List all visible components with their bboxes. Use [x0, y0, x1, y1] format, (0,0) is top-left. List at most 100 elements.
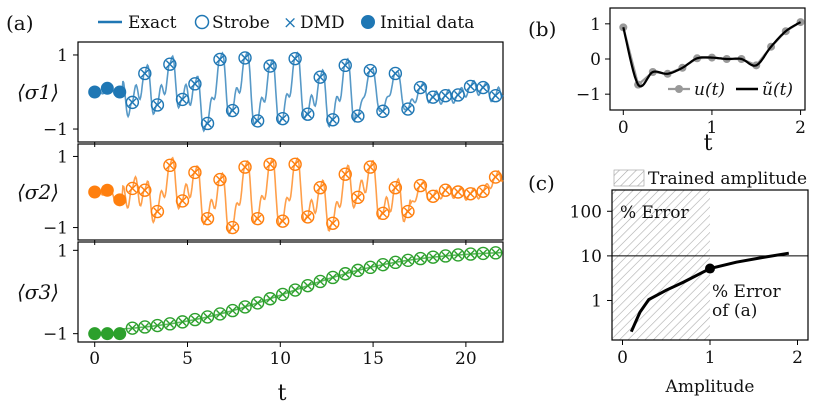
- strobe-point-x2: [291, 285, 300, 295]
- initial-point: [113, 327, 127, 341]
- strobe-point-x2: [378, 260, 388, 269]
- strobe-point-circle: [163, 317, 177, 331]
- strobe-point: [363, 63, 378, 78]
- strobe-point: [238, 51, 252, 65]
- strobe-point-circle: [276, 111, 290, 126]
- strobe-point: [200, 116, 215, 131]
- strobe-point-x2: [378, 209, 388, 218]
- legend-strobe-label: Strobe: [212, 13, 270, 33]
- initial-point: [88, 327, 102, 341]
- strobe-point-x2: [491, 248, 500, 257]
- strobe-point-circle: [401, 102, 415, 116]
- strobe-point-circle: [150, 98, 165, 112]
- strobe-point: [213, 52, 227, 67]
- strobe-point-x2: [378, 107, 388, 116]
- frame-sigma1: [77, 41, 504, 143]
- strobe-point-x2: [479, 83, 488, 92]
- strobe-point: [263, 157, 277, 171]
- strobe-point-circle: [200, 116, 215, 131]
- strobe-point-circle: [338, 267, 353, 281]
- error-label: % Error: [620, 203, 689, 223]
- strobe-point-x2: [491, 172, 500, 182]
- strobe-point-x2: [215, 309, 225, 319]
- strobe-point: [326, 113, 340, 127]
- strobe-point: [413, 178, 428, 193]
- strobe-point-circle: [338, 58, 352, 73]
- strobe-point-circle: [301, 107, 315, 121]
- strobe-point: [476, 184, 490, 198]
- strobe-point-circle: [125, 95, 140, 110]
- strobe-point-circle: [175, 92, 190, 107]
- strobe-point-circle: [376, 206, 390, 221]
- strobe-point-x2: [479, 249, 488, 258]
- strobe-point-x2: [228, 223, 237, 232]
- strobe-point-circle: [438, 183, 453, 197]
- strobe-point: [426, 189, 440, 203]
- strobe-point-circle: [288, 157, 302, 171]
- x-axis-label-a: t: [278, 381, 287, 406]
- subplot-sigma1: 1 −1 ⟨σ1⟩: [17, 41, 504, 147]
- strobe-point-circle: [301, 278, 315, 293]
- strobe-point-x2: [316, 73, 325, 82]
- strobe-point: [451, 88, 465, 102]
- marker-label-line1: % Error: [712, 282, 781, 302]
- strobe-point: [276, 111, 290, 126]
- strobe-point-circle: [338, 167, 352, 181]
- x-axis-label-b: t: [704, 131, 713, 156]
- subplot-sigma3: 1 −1 ⟨σ3⟩ 0 5 10 15 20: [17, 241, 504, 369]
- strobe-point-circle: [376, 104, 390, 118]
- strobe-point-x2: [479, 187, 488, 196]
- strobe-point-x2: [153, 207, 162, 216]
- marker-label-line2: of (a): [712, 301, 757, 321]
- strobe-point-circle: [150, 204, 165, 219]
- strobe-point-x2: [441, 91, 450, 100]
- strobe-point-circle: [225, 220, 240, 235]
- error-marker: [705, 263, 715, 274]
- strobe-point: [438, 89, 453, 103]
- strobe-point: [313, 181, 327, 195]
- initial-point: [100, 81, 114, 95]
- strobe-point-circle: [138, 183, 152, 197]
- strobe-point-x2: [416, 254, 425, 263]
- strobe-point: [225, 103, 240, 118]
- strobe-point-circle: [200, 211, 215, 226]
- strobe-point-x2: [341, 61, 350, 70]
- strobe-point-circle: [163, 57, 177, 71]
- strobe-point-x2: [353, 111, 362, 121]
- strobe-point-circle: [188, 312, 202, 327]
- strobe-point-x2: [428, 253, 438, 262]
- y-axis-label-sigma3: ⟨σ3⟩: [17, 280, 59, 304]
- initial-point: [88, 185, 102, 199]
- strobe-point-circle: [463, 187, 478, 201]
- strobe-point-x2: [291, 54, 300, 63]
- xtick-label: 5: [182, 349, 193, 369]
- strobe-point-x2: [241, 302, 250, 311]
- strobe-point-x2: [253, 298, 262, 308]
- xtick-label-c: 2: [792, 348, 803, 368]
- strobe-point: [388, 66, 403, 81]
- strobe-point-x2: [165, 319, 175, 328]
- xtick-label: 20: [455, 349, 477, 369]
- legend-dmd-swatch: ×: [283, 13, 297, 33]
- xtick-label-b: 2: [795, 118, 806, 138]
- strobe-point: [138, 66, 152, 81]
- strobe-point-x2: [153, 321, 162, 330]
- legend-u-marker: [675, 85, 683, 93]
- strobe-point: [163, 57, 177, 71]
- legend-u-label: u(t): [694, 80, 725, 100]
- strobe-point-circle: [175, 315, 190, 329]
- y-axis-label-sigma2: ⟨σ2⟩: [17, 180, 59, 204]
- legend-utilde-label: ũ(t): [762, 80, 793, 100]
- strobe-point-x2: [466, 189, 475, 198]
- subplot-sigma2: 1 −1 ⟨σ2⟩: [17, 143, 504, 245]
- strobe-point: [213, 307, 227, 321]
- strobe-point: [351, 263, 365, 278]
- strobe-point-circle: [188, 77, 202, 91]
- initial-point: [100, 183, 114, 197]
- strobe-point-x2: [215, 175, 225, 184]
- strobe-point: [363, 260, 378, 275]
- strobe-point: [288, 51, 302, 66]
- strobe-point-x2: [128, 324, 137, 333]
- strobe-point-x2: [391, 258, 400, 267]
